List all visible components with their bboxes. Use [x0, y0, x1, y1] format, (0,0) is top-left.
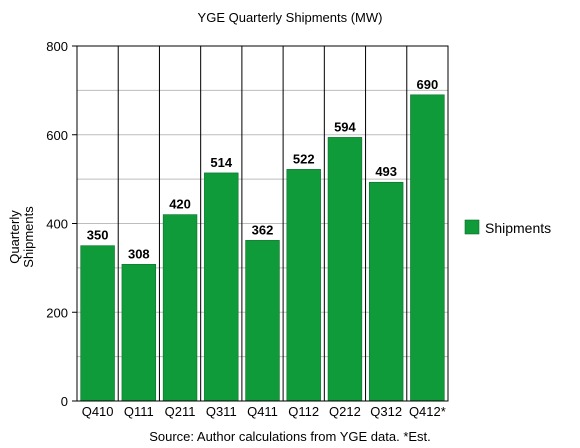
bar-q111 [121, 264, 157, 402]
y-tick-label: 0 [61, 394, 68, 409]
data-label: 493 [375, 164, 397, 179]
data-label: 514 [210, 155, 232, 170]
data-label: 420 [169, 197, 191, 212]
x-tick-label: Q212 [329, 404, 361, 419]
y-axis-label: Quarterly Shipments [7, 206, 36, 268]
data-label: 308 [128, 246, 150, 261]
chart-title: YGE Quarterly Shipments (MW) [198, 10, 383, 25]
legend-label-shipments: Shipments [485, 220, 551, 236]
data-label: 350 [87, 228, 109, 243]
data-label: 522 [293, 151, 315, 166]
y-tick-label: 600 [46, 128, 68, 143]
x-tick-label: Q412* [409, 404, 446, 419]
y-axis-label-line-1: Quarterly [7, 210, 22, 264]
legend: Shipments [464, 219, 551, 236]
bar-q211 [162, 214, 198, 402]
data-label: 594 [334, 119, 356, 134]
data-label: 690 [417, 77, 439, 92]
x-tick-label: Q112 [288, 404, 319, 419]
source-note: Source: Author calculations from YGE dat… [149, 429, 431, 444]
bar-q410 [80, 245, 115, 402]
bar-q112 [286, 169, 321, 402]
x-axis-ticks: Q410 Q111 Q211 Q311 Q411 Q112 Q212 Q312 Q412* [82, 404, 446, 419]
x-tick-label: Q411 [247, 404, 278, 419]
data-label: 362 [252, 222, 274, 237]
gridlines [77, 45, 448, 402]
data-labels: 350 308 420 514 362 522 594 493 690 [87, 77, 438, 262]
bar-q311 [204, 172, 239, 402]
x-tick-label: Q312 [370, 404, 402, 419]
x-tick-label: Q111 [124, 404, 154, 419]
y-axis-label-line-2: Shipments [21, 206, 36, 268]
bar-q212 [327, 137, 363, 402]
y-tick-label: 200 [46, 305, 68, 320]
x-tick-label: Q211 [165, 404, 196, 419]
legend-swatch-shipments [464, 219, 480, 235]
bars [80, 94, 445, 402]
bar-q412 [410, 94, 445, 402]
y-tick-label: 800 [46, 39, 68, 54]
bar-q312 [368, 181, 404, 402]
bar-q411 [245, 240, 280, 402]
y-axis-ticks: 0 200 400 600 800 [46, 39, 77, 409]
x-tick-label: Q311 [206, 404, 237, 419]
x-tick-label: Q410 [82, 404, 114, 419]
y-tick-label: 400 [46, 217, 68, 232]
